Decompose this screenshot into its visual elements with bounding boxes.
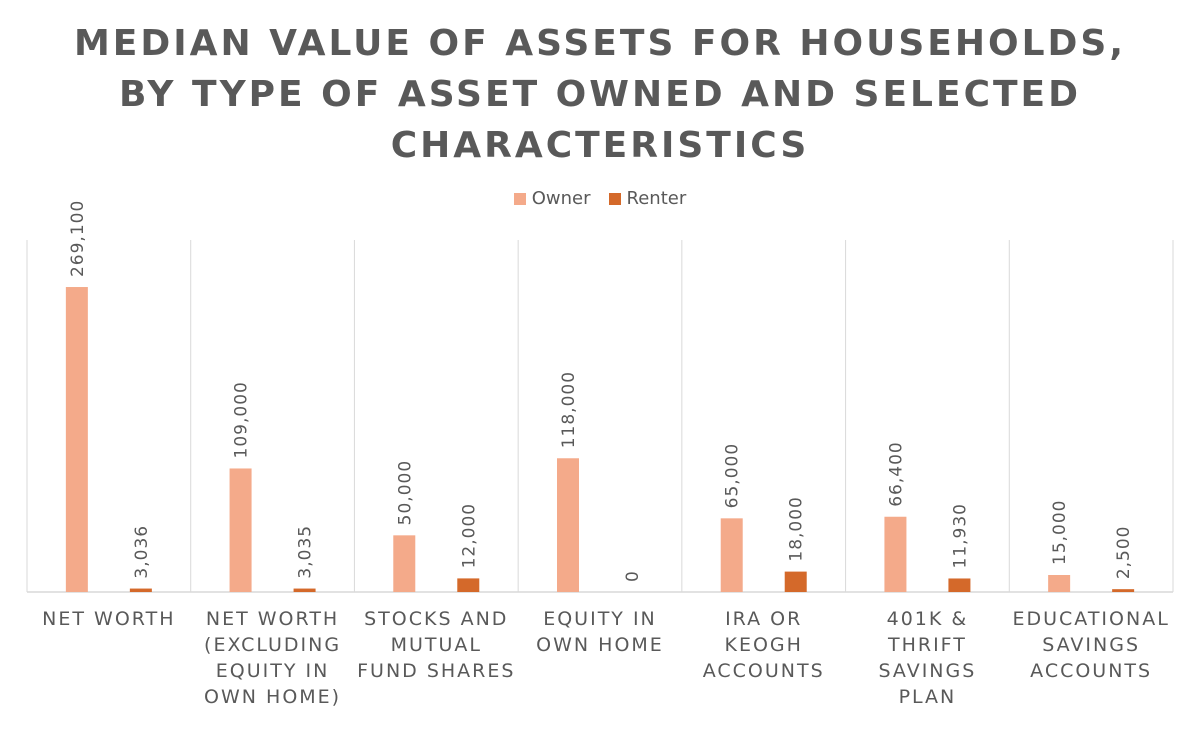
category-label: STOCKS AND MUTUAL FUND SHARES	[356, 606, 516, 684]
category-label-line: NET WORTH	[42, 608, 176, 630]
category-label-line: ACCOUNTS	[702, 660, 825, 682]
data-label-owner: 118,000	[559, 371, 579, 448]
bar-owner	[65, 287, 88, 592]
data-label-owner: 269,100	[68, 200, 88, 277]
category-label-line: OWN HOME)	[204, 686, 342, 708]
bar-owner	[557, 458, 579, 592]
chart-title: MEDIAN VALUE OF ASSETS FOR HOUSEHOLDS, B…	[0, 18, 1200, 171]
legend-swatch-renter	[608, 192, 621, 205]
category-label-line: MUTUAL	[390, 634, 482, 656]
category-label-line: THRIFT	[887, 634, 967, 656]
legend-label-renter: Renter	[626, 188, 687, 209]
legend-item-owner: Owner	[513, 188, 591, 209]
data-label-owner: 66,400	[886, 441, 906, 506]
category-label: EDUCATIONAL SAVINGS ACCOUNTS	[1011, 606, 1171, 684]
category-label: EQUITY IN OWN HOME	[520, 606, 680, 658]
legend: Owner Renter	[0, 188, 1200, 209]
data-label-renter: 0	[623, 570, 643, 582]
category-label-line: KEOGH	[724, 634, 803, 656]
category-label-line: NET WORTH	[205, 608, 340, 630]
legend-swatch-owner	[513, 192, 526, 205]
data-label-owner: 50,000	[395, 460, 415, 525]
legend-item-renter: Renter	[608, 188, 687, 209]
bar-renter	[784, 571, 807, 592]
category-label-line: IRA OR	[725, 608, 803, 630]
bar-renter	[457, 578, 480, 592]
category-label-line: EQUITY IN	[543, 608, 657, 630]
data-label-renter: 12,000	[459, 503, 479, 568]
bar-renter	[1112, 589, 1135, 592]
bar-owner	[229, 468, 252, 592]
bar-renter	[948, 578, 971, 592]
data-label-owner: 65,000	[723, 443, 743, 508]
category-label-line: FUND SHARES	[357, 660, 516, 682]
data-label-owner: 109,000	[232, 381, 252, 458]
category-label-line: SAVINGS	[1042, 634, 1141, 656]
category-label: NET WORTH	[29, 606, 189, 632]
title-line-1: MEDIAN VALUE OF ASSETS FOR HOUSEHOLDS,	[73, 23, 1127, 64]
bar-owner	[720, 518, 743, 592]
bar-owner	[393, 535, 416, 592]
category-label: 401K & THRIFT SAVINGS PLAN	[847, 606, 1007, 710]
data-label-renter: 18,000	[787, 496, 807, 561]
category-label-line: SAVINGS	[878, 660, 977, 682]
title-line-2: BY TYPE OF ASSET OWNED AND SELECTED	[118, 74, 1082, 115]
category-label-line: EDUCATIONAL	[1012, 608, 1170, 630]
bar-owner	[1048, 575, 1071, 592]
category-label: NET WORTH (EXCLUDING EQUITY IN OWN HOME)	[193, 606, 353, 710]
category-label-line: 401K &	[886, 608, 969, 630]
category-label: IRA OR KEOGH ACCOUNTS	[684, 606, 844, 684]
category-label-line: EQUITY IN	[215, 660, 330, 682]
bar-renter	[293, 588, 316, 592]
bar-renter	[129, 588, 152, 592]
data-label-owner: 15,000	[1050, 500, 1070, 565]
bar-owner	[884, 516, 907, 592]
category-label-line: (EXCLUDING	[204, 634, 342, 656]
category-label-line: ACCOUNTS	[1030, 660, 1153, 682]
category-label-line: PLAN	[898, 686, 957, 708]
category-label-line: OWN HOME	[536, 634, 664, 656]
title-line-3: CHARACTERISTICS	[390, 125, 810, 166]
data-label-renter: 3,036	[132, 525, 152, 579]
data-label-renter: 3,035	[296, 525, 316, 579]
data-label-renter: 11,930	[950, 503, 970, 568]
legend-label-owner: Owner	[531, 188, 591, 209]
category-label-line: STOCKS AND	[364, 608, 509, 630]
data-label-renter: 2,500	[1114, 525, 1134, 579]
